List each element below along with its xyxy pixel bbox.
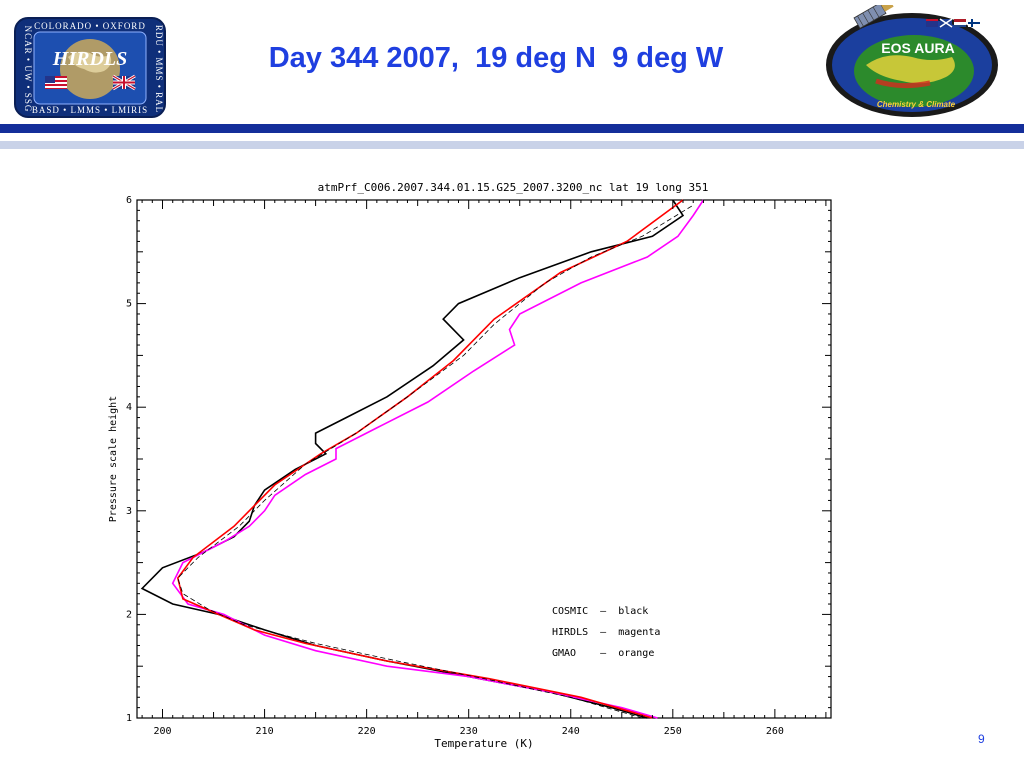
- y-axis-label: Pressure scale height: [108, 396, 119, 522]
- y-tick-label: 5: [126, 299, 132, 310]
- x-axis-label: Temperature (K): [434, 737, 533, 750]
- eos-aura-subtitle: Chemistry & Climate: [877, 100, 956, 109]
- slide-number: 9: [978, 732, 985, 746]
- y-tick-label: 6: [126, 195, 132, 206]
- x-tick-label: 220: [358, 726, 376, 737]
- plot-area: [136, 199, 832, 719]
- hirdls-left-side-text: NCAR • UW • SSG: [23, 26, 33, 113]
- legend-entry-gmao: GMAO – orange: [552, 648, 654, 659]
- y-tick-label: 3: [126, 506, 132, 517]
- y-axis: 1 2 3 4 5 6: [126, 195, 831, 724]
- legend: COSMIC – black HIRDLS – magenta GMAO – o…: [552, 606, 660, 659]
- chart-title: atmPrf_C006.2007.344.01.15.G25_2007.3200…: [318, 181, 709, 194]
- us-flag-icon: [45, 76, 67, 89]
- header-rule-light: [0, 141, 1024, 149]
- plot-frame: [136, 199, 832, 719]
- eos-aura-logo: EOS AURA Chemistry & Climate: [826, 0, 1002, 117]
- x-tick-label: 200: [153, 726, 171, 737]
- x-tick-label: 210: [256, 726, 274, 737]
- series-dashed-reference: [177, 204, 694, 719]
- hirdls-logo: HIRDLS COLORADO • OXFORD BASD • LMMS • L…: [14, 17, 166, 118]
- x-tick-label: 240: [562, 726, 580, 737]
- hirdls-right-side-text: RDU • MMS • RAL: [154, 25, 164, 113]
- y-tick-label: 1: [126, 713, 132, 724]
- hirdls-logo-graphic: HIRDLS COLORADO • OXFORD BASD • LMMS • L…: [23, 21, 164, 115]
- y-tick-label: 4: [126, 402, 132, 413]
- series-hirdls: [171, 199, 705, 719]
- uk-flag-icon: [112, 74, 136, 91]
- series-cosmic: [140, 199, 685, 719]
- eos-aura-logo-graphic: EOS AURA Chemistry & Climate: [826, 0, 998, 117]
- series-gmao: [176, 199, 684, 719]
- flag-icon: [926, 18, 980, 28]
- hirdls-bottom-text: BASD • LMMS • LMIRIS: [32, 105, 148, 115]
- header-rule: [0, 124, 1024, 133]
- legend-entry-hirdls: HIRDLS – magenta: [552, 627, 660, 638]
- legend-entry-cosmic: COSMIC – black: [552, 606, 648, 617]
- x-tick-label: 260: [766, 726, 784, 737]
- hirdls-wordmark: HIRDLS: [52, 48, 127, 70]
- x-axis: 200 210 220 230 240 250 260: [141, 200, 827, 737]
- y-tick-label: 2: [126, 609, 132, 620]
- page-title: Day 344 2007, 19 deg N 9 deg W: [268, 42, 724, 74]
- x-tick-label: 250: [664, 726, 682, 737]
- x-tick-label: 230: [460, 726, 478, 737]
- eos-aura-wordmark: EOS AURA: [881, 40, 954, 56]
- temperature-profile-chart: atmPrf_C006.2007.344.01.15.G25_2007.3200…: [108, 181, 832, 750]
- hirdls-top-text: COLORADO • OXFORD: [34, 21, 146, 31]
